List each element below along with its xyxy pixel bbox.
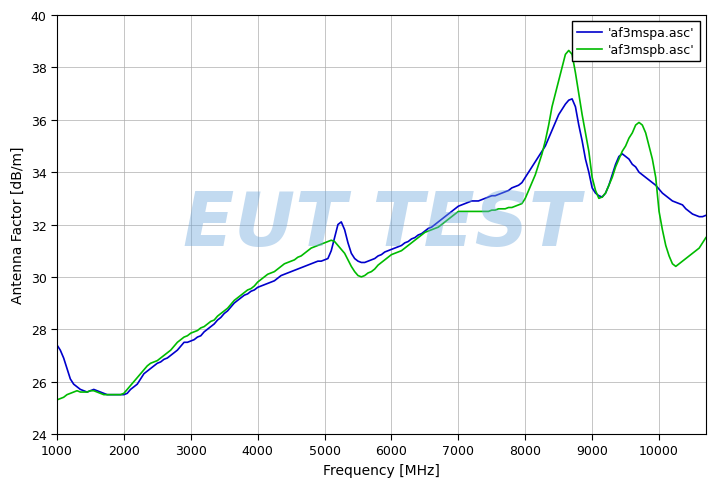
'af3mspa.asc' — [90, 386, 98, 392]
'af3mspb.asc' — [612, 164, 620, 170]
'af3mspb.asc' — [702, 235, 711, 241]
'af3mspb.asc' — [90, 388, 98, 394]
'af3mspa.asc' — [614, 154, 623, 160]
'af3mspb.asc' — [568, 52, 576, 58]
'af3mspa.asc' — [230, 301, 239, 306]
X-axis label: Frequency [MHz]: Frequency [MHz] — [323, 463, 440, 477]
'af3mspb.asc' — [394, 249, 402, 255]
'af3mspb.asc' — [227, 302, 235, 307]
'af3mspa.asc' — [52, 342, 61, 348]
Text: EUT TEST: EUT TEST — [183, 189, 580, 262]
'af3mspa.asc' — [571, 104, 580, 110]
'af3mspa.asc' — [638, 172, 647, 178]
Line: 'af3mspa.asc': 'af3mspa.asc' — [57, 100, 706, 395]
Y-axis label: Antenna Factor [dB/m]: Antenna Factor [dB/m] — [11, 146, 25, 304]
'af3mspa.asc' — [397, 243, 406, 249]
'af3mspb.asc' — [52, 397, 61, 403]
Line: 'af3mspb.asc': 'af3mspb.asc' — [57, 51, 706, 400]
Legend: 'af3mspa.asc', 'af3mspb.asc': 'af3mspa.asc', 'af3mspb.asc' — [571, 22, 700, 62]
'af3mspb.asc' — [635, 120, 643, 126]
'af3mspa.asc' — [702, 213, 711, 219]
'af3mspa.asc' — [103, 392, 111, 398]
'af3mspa.asc' — [568, 97, 576, 102]
'af3mspb.asc' — [564, 48, 573, 54]
